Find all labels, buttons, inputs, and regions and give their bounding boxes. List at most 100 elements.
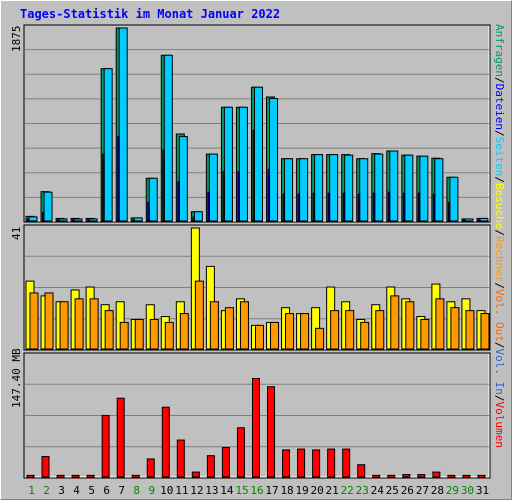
bar-rechner-day-26 [405, 301, 415, 350]
x-tick-label: 4 [73, 484, 80, 497]
x-tick-label: 12 [190, 484, 203, 497]
bar-rechner-day-13 [209, 301, 219, 350]
x-tick-label: 8 [133, 484, 140, 497]
bar-volumen-day-4 [71, 474, 80, 478]
bar-rechner-day-11 [179, 313, 189, 350]
bar-volumen-day-11 [176, 439, 185, 478]
bar-seiten-day-20 [314, 154, 324, 222]
bar-volumen-day-22 [342, 448, 351, 478]
bar-dateien-day-12 [192, 216, 195, 222]
bar-dateien-day-8 [132, 219, 135, 222]
visits-ymax-label: 41 [10, 226, 23, 240]
x-tick-label: 5 [88, 484, 95, 497]
x-tick-label: 28 [431, 484, 444, 497]
bar-rechner-day-28 [435, 298, 445, 350]
bar-dateien-day-20 [312, 192, 316, 222]
bar-seiten-day-7 [118, 27, 128, 222]
bar-dateien-day-15 [237, 171, 240, 222]
bar-seiten-day-18 [284, 158, 294, 222]
bar-seiten-day-17 [269, 98, 279, 222]
bar-dateien-day-26 [402, 192, 406, 222]
bar-volumen-day-23 [357, 464, 366, 478]
bar-rechner-day-27 [420, 318, 430, 350]
x-tick-label: 19 [295, 484, 308, 497]
legend-separator: / [493, 341, 506, 349]
x-tick-label: 31 [476, 484, 489, 497]
legend-item-vol-in: Vol. In [493, 348, 506, 395]
bar-dateien-day-2 [42, 212, 45, 222]
bar-dateien-day-31 [477, 219, 481, 222]
x-tick-label: 21 [326, 484, 339, 497]
x-tick-label: 29 [446, 484, 459, 497]
bar-dateien-day-11 [177, 181, 180, 222]
legend-item-besuche: Besuche [493, 182, 506, 230]
bar-rechner-day-12 [194, 280, 204, 350]
bar-seiten-day-6 [103, 68, 113, 222]
legend-separator: / [493, 394, 506, 402]
bar-rechner-day-20 [315, 327, 325, 350]
bar-dateien-day-25 [387, 191, 391, 222]
bar-dateien-day-7 [117, 136, 120, 222]
x-tick-label: 3 [58, 484, 65, 497]
bar-rechner-day-3 [59, 301, 69, 350]
x-tick-label: 13 [205, 484, 218, 497]
bar-seiten-day-19 [299, 158, 309, 222]
bar-seiten-day-3 [58, 218, 68, 222]
bar-seiten-day-13 [208, 153, 218, 222]
bar-seiten-day-31 [479, 217, 489, 222]
bar-seiten-day-12 [193, 211, 203, 222]
legend-item-rechner: Rechner [493, 235, 506, 283]
x-tick-label: 9 [148, 484, 155, 497]
bar-seiten-day-9 [148, 177, 158, 222]
bar-rechner-day-30 [465, 310, 475, 350]
bar-dateien-day-24 [372, 192, 376, 222]
bar-volumen-day-13 [206, 455, 215, 478]
bar-rechner-day-9 [149, 318, 159, 350]
bar-dateien-day-16 [252, 129, 255, 222]
x-tick-label: 11 [175, 484, 188, 497]
bar-rechner-day-2 [44, 292, 54, 350]
bar-dateien-day-3 [57, 219, 60, 222]
bar-dateien-day-10 [162, 149, 165, 222]
legend-separator: / [493, 282, 506, 289]
x-tick-label: 30 [461, 484, 474, 497]
x-tick-label: 10 [160, 484, 173, 497]
bar-rechner-day-18 [285, 313, 295, 350]
bar-dateien-day-4 [72, 219, 75, 222]
bar-volumen-day-28 [432, 471, 441, 478]
bar-seiten-day-11 [178, 136, 188, 222]
bar-dateien-day-30 [462, 219, 466, 222]
bar-rechner-day-17 [270, 321, 280, 350]
bar-rechner-day-24 [375, 310, 385, 350]
chart-title: Tages-Statistik im Monat Januar 2022 [20, 7, 281, 21]
bar-dateien-day-21 [327, 192, 331, 222]
bar-rechner-day-23 [360, 321, 370, 350]
legend-item-dateien: Dateien [493, 83, 506, 130]
bar-volumen-day-6 [101, 414, 110, 478]
bar-rechner-day-16 [254, 324, 264, 350]
bar-seiten-day-25 [389, 150, 399, 222]
legend-item-seiten: Seiten [493, 136, 506, 177]
bar-volumen-day-16 [251, 377, 260, 478]
x-tick-label: 18 [280, 484, 293, 497]
x-tick-label: 6 [103, 484, 110, 497]
bar-seiten-day-4 [73, 218, 83, 222]
bar-dateien-day-6 [102, 153, 105, 222]
bar-volumen-day-2 [41, 455, 50, 478]
legend-item-anfragen: Anfragen [493, 24, 506, 77]
bar-dateien-day-13 [207, 191, 210, 222]
series-legend: Anfragen/Dateien/Seiten/Besuche/Rechner/… [493, 24, 506, 448]
bar-seiten-day-1 [28, 216, 38, 222]
bar-dateien-day-14 [222, 171, 225, 222]
bar-volumen-day-7 [116, 397, 125, 478]
bar-seiten-day-30 [464, 218, 474, 222]
x-tick-label: 20 [311, 484, 324, 497]
bar-volumen-day-24 [372, 474, 381, 478]
bar-seiten-day-16 [253, 86, 263, 222]
bar-rechner-day-25 [390, 295, 400, 350]
x-tick-label: 17 [265, 484, 278, 497]
bar-seiten-day-21 [329, 154, 339, 222]
bar-dateien-day-22 [342, 192, 346, 222]
bar-seiten-day-23 [359, 158, 369, 222]
